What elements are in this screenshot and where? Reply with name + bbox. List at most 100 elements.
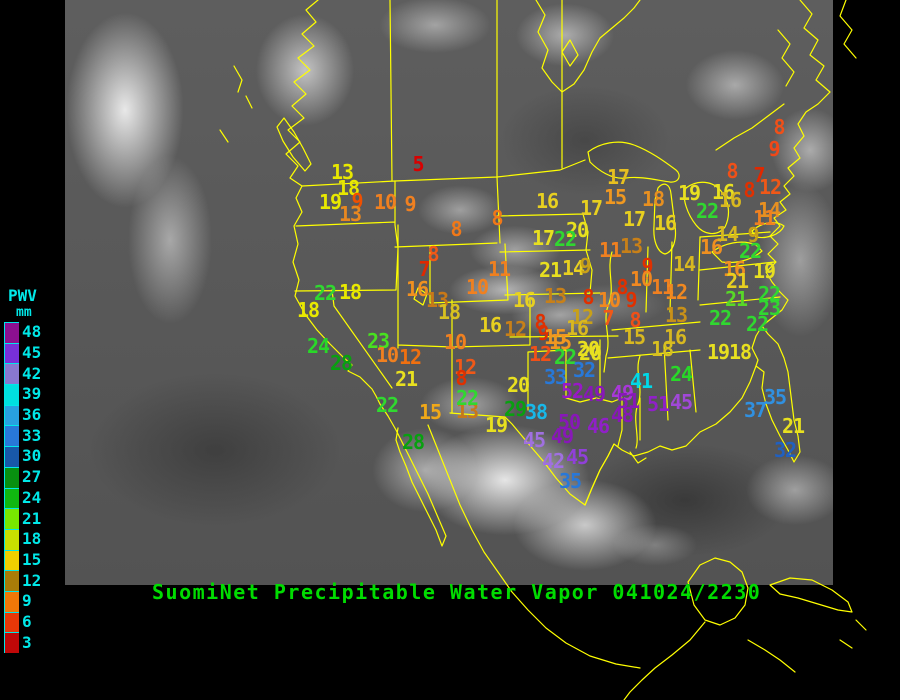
station-pwv-value: 45 [565,445,589,469]
coastline-northeast-canada [715,0,857,151]
legend-row: 45 [5,342,60,364]
legend-swatch [5,549,19,571]
station-pwv-value: 8 [427,242,439,266]
station-pwv-value: 16 [722,257,746,281]
station-pwv-value: 13 [455,399,479,423]
station-pwv-value: 9 [404,192,416,216]
station-pwv-value: 8 [743,178,755,202]
station-pwv-value: 14 [715,222,739,246]
legend-label: 15 [22,549,42,569]
station-pwv-value: 21 [781,414,805,438]
station-pwv-value: 14 [757,198,781,222]
station-pwv-value: 22 [695,199,719,223]
station-pwv-value: 12 [570,305,594,329]
station-pwv-value: 16 [653,211,677,235]
station-pwv-value: 9 [537,321,549,345]
station-pwv-value: 10 [597,288,621,312]
vancouver-island [219,65,312,172]
station-pwv-value: 10 [465,275,489,299]
station-pwv-value: 9 [641,254,653,278]
legend-color-scale: 48 45 42 39 36 33 30 27 24 21 18 15 12 9 6 3 [4,322,60,653]
station-pwv-value: 7 [753,163,765,187]
yucatan-cuba [584,443,867,700]
station-pwv-value: 23 [757,296,781,320]
station-pwv-value: 14 [561,256,585,280]
station-pwv-value: 16 [718,188,742,212]
station-pwv-value: 12 [398,345,422,369]
satellite-image [65,0,833,585]
legend-row: 9 [5,590,60,612]
legend-swatch [5,466,19,488]
station-pwv-value: 50 [557,410,581,434]
station-pwv-value: 21 [538,258,562,282]
station-pwv-value: 18 [650,337,674,361]
station-pwv-value: 21 [394,367,418,391]
station-pwv-value: 7 [602,306,614,330]
station-pwv-value: 16 [663,325,687,349]
station-pwv-value: 12 [664,280,688,304]
station-pwv-value: 23 [366,329,390,353]
station-pwv-value: 49 [550,424,574,448]
pwv-legend: PWV mm 48 45 42 39 36 33 30 27 24 21 18 15 12 9 6 3 [0,288,60,653]
station-pwv-value: 22 [455,386,479,410]
station-pwv-value: 9 [768,137,780,161]
station-pwv-value: 8 [491,206,503,230]
legend-swatch [5,570,19,591]
station-pwv-value: 28 [401,430,425,454]
legend-row: 12 [5,570,60,591]
legend-row: 42 [5,363,60,385]
station-pwv-value: 5 [412,152,424,176]
station-pwv-value: 20 [565,218,589,242]
station-pwv-value: 18 [336,176,360,200]
station-pwv-value: 22 [757,282,781,306]
legend-swatch [5,322,19,343]
legend-swatch [5,425,19,447]
station-pwv-value: 18 [338,280,362,304]
station-pwv-value: 11 [598,238,622,262]
legend-label: 12 [22,570,42,590]
station-pwv-value: 11 [650,275,674,299]
legend-row: 48 [5,322,60,343]
station-pwv-value: 19 [484,413,508,437]
station-pwv-value: 22 [313,281,337,305]
station-pwv-value: 22 [375,393,399,417]
station-pwv-value: 9 [351,189,363,213]
station-pwv-value: 17 [531,226,555,250]
coastline-west [285,0,447,547]
legend-swatch [5,508,19,529]
station-pwv-value: 49 [582,382,606,406]
station-pwv-value: 9 [625,288,637,312]
station-pwv-value: 52 [560,379,584,403]
legend-swatch [5,404,19,426]
legend-label: 24 [22,487,42,507]
state-borders-west [294,176,531,414]
station-pwv-value: 46 [586,414,610,438]
legend-swatch [5,363,19,385]
legend-label: 6 [22,611,32,631]
station-pwv-value: 7 [418,257,430,281]
station-pwv-value: 28 [329,351,353,375]
station-pwv-value: 10 [629,267,653,291]
station-pwv-value: 19 [677,181,701,205]
legend-label: 45 [22,343,42,363]
station-pwv-value: 16 [711,180,735,204]
station-pwv-value: 12 [758,175,782,199]
station-pwv-value: 17 [606,165,630,189]
station-pwv-value: 32 [572,358,596,382]
legend-swatch [5,384,19,405]
station-pwv-value: 15 [548,330,572,354]
station-pwv-value: 8 [726,159,738,183]
state-borders-midwest [496,213,701,449]
station-pwv-value: 15 [622,325,646,349]
station-pwv-value: 22 [708,306,732,330]
station-pwv-value: 17 [579,196,603,220]
station-pwv-value: 13 [664,303,688,327]
legend-row: 39 [5,384,60,405]
station-pwv-value: 19 [752,259,776,283]
station-pwv-value: 45 [669,390,693,414]
legend-row: 21 [5,508,60,529]
texas-borders [449,349,623,506]
station-pwv-value: 8 [450,217,462,241]
